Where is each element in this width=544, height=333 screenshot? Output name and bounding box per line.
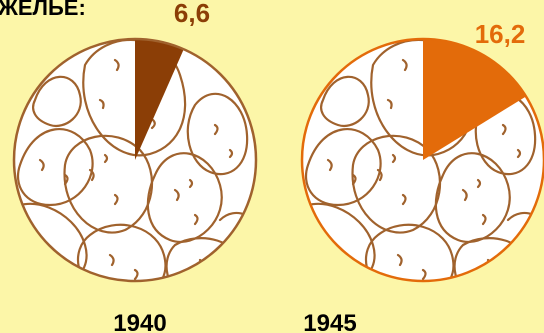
value-label-1940: 6,6 [174,0,210,28]
header-fragment: ЖЕЛЬЕ: [0,0,86,20]
pie-slice-1940 [135,39,184,160]
year-label-1940: 1940 [113,310,166,333]
pie-1945 [300,37,544,283]
pie-1940 [12,37,258,283]
pie-1945-outline [300,37,544,283]
pie-1940-outline [12,37,258,283]
year-label-1945: 1945 [303,310,356,333]
pie-slice-1945 [423,39,526,160]
value-label-1945: 16,2 [475,19,526,49]
